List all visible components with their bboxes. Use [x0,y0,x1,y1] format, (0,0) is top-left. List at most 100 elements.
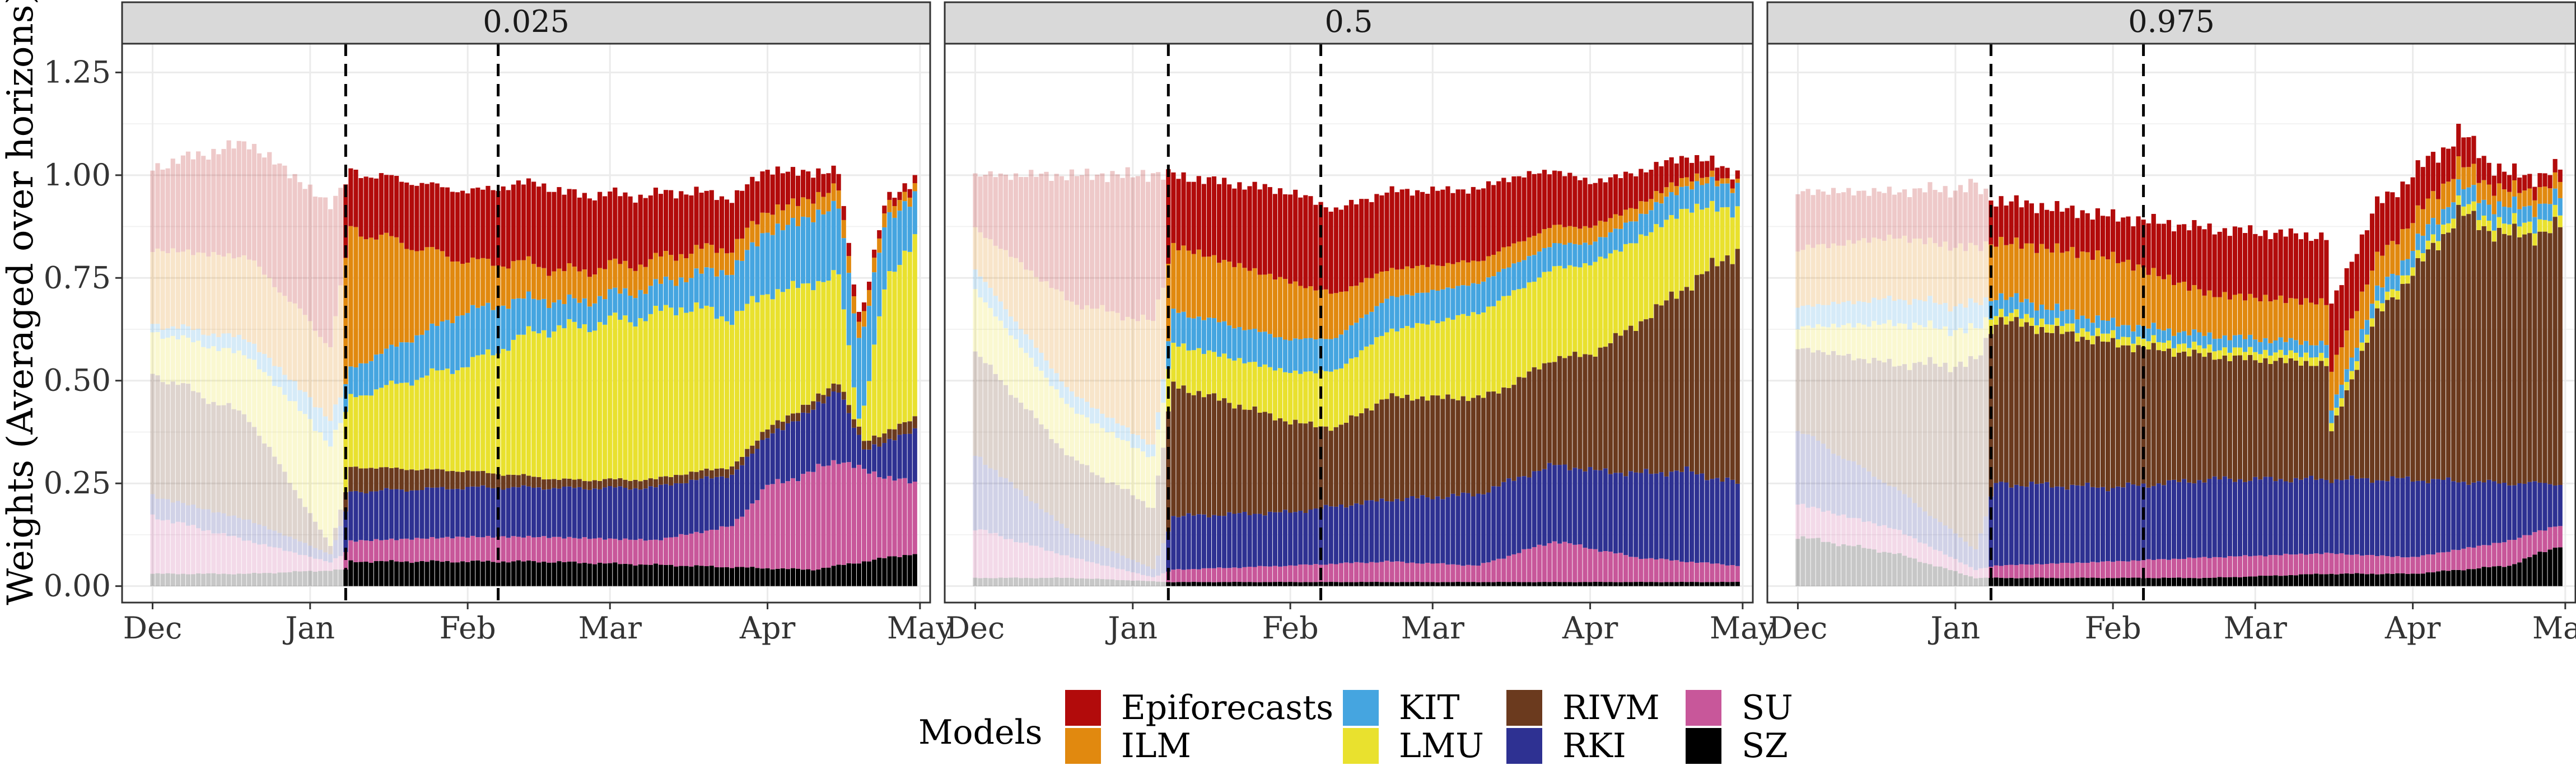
bar-rki [2222,476,2227,558]
bar-ilm [1420,265,1425,293]
bar-kit [567,294,572,319]
bar-su [2146,559,2151,578]
bar-lmu [821,282,826,395]
bar-ilm [663,251,669,277]
bar-epiforecasts [190,159,196,255]
bar-epiforecasts [755,181,760,225]
bar-kit [770,235,775,300]
bar-lmu [1415,323,1420,399]
bar-sz [1019,578,1024,586]
bar-su [221,533,226,574]
bar-rivm [2126,345,2131,483]
bar-su [1999,566,2004,578]
bar-su [2268,555,2273,576]
bar-ilm [2334,354,2339,395]
bar-sz [1059,578,1064,586]
bar-lmu [572,321,577,480]
bar-kit [2004,300,2009,316]
bar-rivm [185,384,191,506]
bar-kit [1846,301,1851,324]
bar-rivm [2532,245,2537,482]
bar-kit [740,260,745,311]
bar-kit [1211,318,1217,352]
bar-rivm [1715,266,1720,478]
y-tick-label: 0.75 [44,260,111,295]
bar-rki [348,491,353,540]
bar-sz [384,561,389,586]
bar-rivm [216,405,221,512]
bar-rki [892,440,897,481]
bar-rivm [1608,343,1613,474]
bar-rivm [1603,347,1608,469]
bar-rki [2456,482,2461,550]
bar-rki [2542,483,2547,531]
bar-rki [1389,501,1394,562]
bar-ilm [1410,268,1415,296]
bar-ilm [486,259,491,303]
bar-rki [2151,486,2156,560]
bar-su [1161,573,1166,582]
bar-ilm [2552,172,2558,189]
bar-rki [1013,488,1019,543]
bar-epiforecasts [358,178,363,237]
bar-rivm [1196,391,1201,515]
bar-epiforecasts [2014,195,2019,238]
bar-rivm [160,382,165,499]
bar-epiforecasts [2192,220,2197,286]
bar-lmu [2349,371,2354,380]
bar-rki [572,488,577,538]
bar-lmu [1445,318,1450,395]
bar-rki [2177,482,2182,559]
bar-lmu [674,315,679,475]
bar-kit [1917,300,1922,325]
bar-ilm [2415,205,2420,234]
bar-lmu [1618,251,1623,336]
bar-kit [2512,197,2517,213]
bar-rki [1821,444,1826,512]
bar-sz [241,573,246,586]
bar-rivm [2121,345,2126,488]
bar-epiforecasts [2095,208,2100,251]
bar-kit [374,354,379,390]
bar-sz [628,564,633,586]
bar-epiforecasts [323,197,328,343]
bar-rki [1085,540,1090,562]
bar-rivm [1008,395,1014,482]
bar-rivm [1567,356,1572,470]
bar-rki [1846,460,1851,518]
bar-epiforecasts [2466,137,2471,167]
bar-su [2060,563,2065,578]
bar-su [1313,564,1318,582]
bar-epiforecasts [1917,188,1922,239]
bar-lmu [2019,318,2024,327]
bar-ilm [2121,262,2126,325]
bar-lmu [2253,352,2258,361]
bar-epiforecasts [241,141,246,255]
bar-su [983,530,988,578]
bar-rki [1196,514,1201,570]
bar-rivm [653,479,659,488]
bar-sz [2324,574,2329,586]
bar-kit [1690,189,1695,213]
bar-rivm [2400,283,2405,478]
bar-ilm [1095,309,1100,409]
bar-ilm [658,256,664,284]
bar-rki [2558,484,2563,526]
bar-kit [1125,427,1130,441]
bar-rki [1095,544,1100,564]
bar-lmu [460,367,465,472]
y-tick-label: 1.25 [44,54,111,90]
bar-epiforecasts [714,200,719,253]
bar-su [363,540,368,562]
bar-rki [1206,517,1212,568]
bar-ilm [735,239,740,260]
bar-sz [1994,577,1999,586]
bar-ilm [1705,177,1710,184]
bar-sz [572,561,577,586]
bar-rki [1399,501,1404,562]
bar-sz [358,562,363,586]
bar-kit [577,302,582,329]
bar-epiforecasts [2283,236,2288,304]
bar-rivm [1705,271,1710,480]
